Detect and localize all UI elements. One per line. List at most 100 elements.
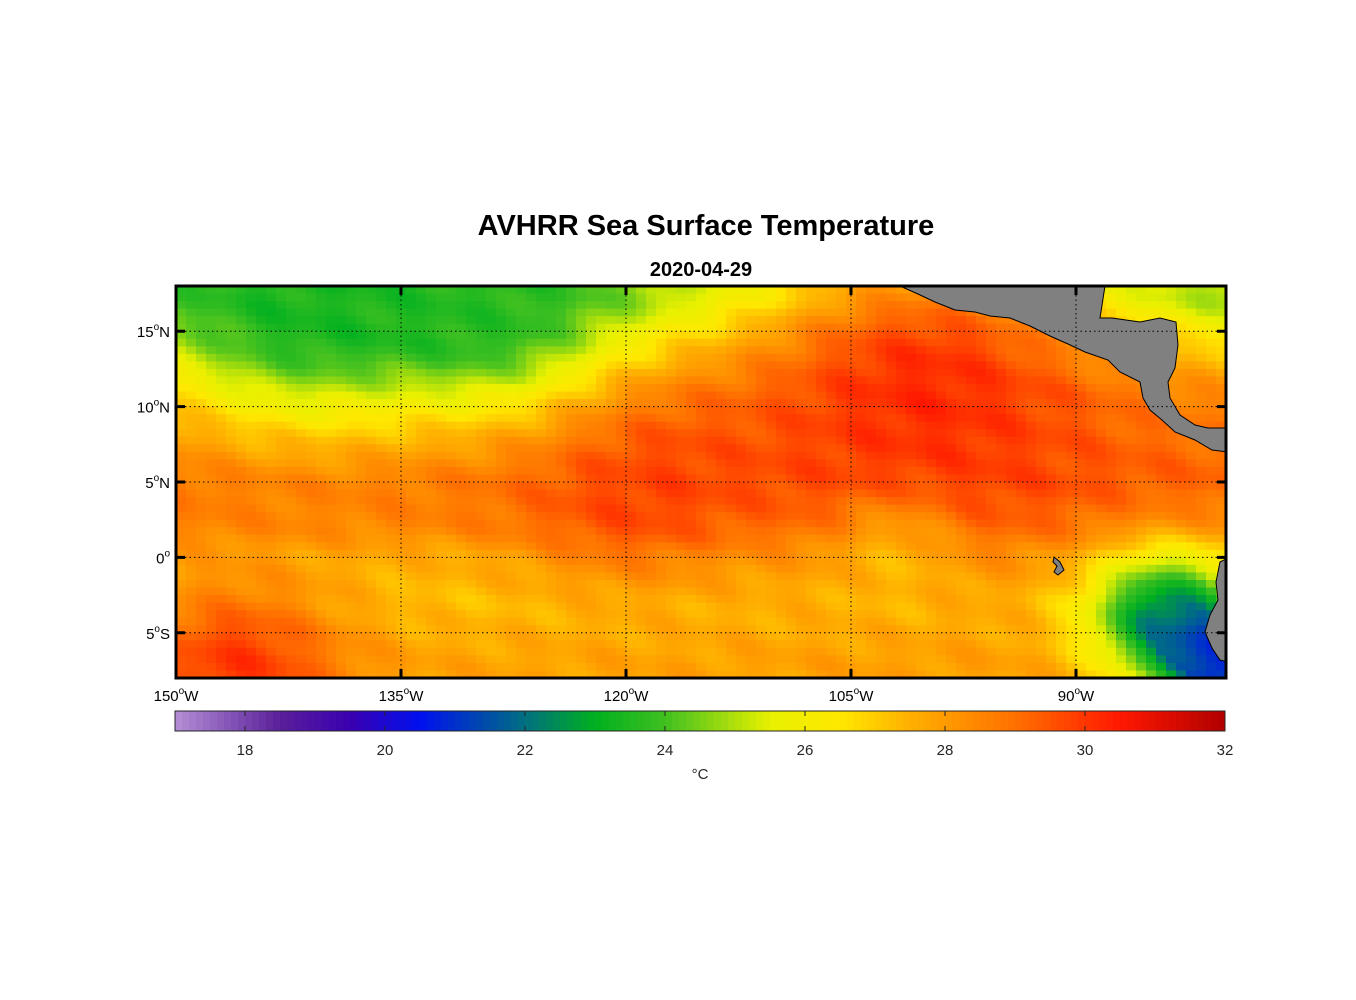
sst-cell: [1206, 482, 1217, 491]
sst-cell: [316, 549, 327, 558]
sst-cell: [486, 625, 497, 634]
sst-cell: [966, 353, 977, 362]
sst-cell: [276, 399, 287, 408]
sst-cell: [686, 316, 697, 325]
sst-cell: [496, 444, 507, 453]
sst-cell: [416, 406, 427, 415]
sst-cell: [266, 617, 277, 626]
sst-cell: [646, 451, 657, 460]
sst-cell: [436, 617, 447, 626]
sst-cell: [766, 436, 777, 445]
sst-cell: [746, 301, 757, 310]
sst-cell: [1126, 587, 1137, 596]
sst-cell: [836, 376, 847, 385]
sst-cell: [866, 316, 877, 325]
sst-cell: [1016, 451, 1027, 460]
sst-cell: [516, 421, 527, 430]
sst-cell: [1006, 489, 1017, 498]
sst-cell: [366, 459, 377, 468]
sst-cell: [956, 557, 967, 566]
sst-cell: [346, 286, 357, 295]
sst-cell: [366, 549, 377, 558]
sst-cell: [906, 580, 917, 589]
sst-cell: [1086, 368, 1097, 378]
sst-cell: [256, 482, 267, 491]
sst-cell: [696, 632, 707, 641]
sst-cell: [916, 497, 927, 506]
sst-cell: [666, 602, 677, 611]
sst-cell: [346, 497, 357, 506]
sst-cell: [776, 301, 787, 310]
sst-cell: [1116, 572, 1127, 581]
chart-title: AVHRR Sea Surface Temperature: [478, 210, 935, 242]
sst-cell: [856, 504, 867, 513]
sst-cell: [966, 482, 977, 491]
sst-cell: [586, 625, 597, 634]
sst-cell: [356, 353, 367, 362]
sst-cell: [486, 399, 497, 408]
sst-cell: [346, 580, 357, 589]
sst-cell: [966, 489, 977, 498]
sst-cell: [1206, 527, 1217, 536]
sst-cell: [546, 512, 557, 521]
sst-cell: [706, 572, 717, 581]
sst-cell: [866, 353, 877, 362]
sst-cell: [1006, 323, 1017, 332]
sst-cell: [936, 625, 947, 634]
sst-cell: [756, 384, 767, 393]
sst-cell: [466, 512, 477, 521]
sst-cell: [966, 595, 977, 604]
sst-cell: [576, 308, 587, 317]
sst-cell: [356, 293, 367, 302]
sst-cell: [1056, 587, 1067, 596]
sst-cell: [516, 580, 527, 589]
sst-cell: [186, 632, 197, 641]
sst-cell: [536, 549, 547, 558]
sst-cell: [1076, 376, 1087, 385]
sst-cell: [226, 640, 237, 649]
sst-cell: [646, 572, 657, 581]
sst-cell: [196, 632, 207, 641]
sst-cell: [646, 602, 657, 611]
sst-cell: [586, 519, 597, 528]
sst-cell: [546, 338, 557, 347]
sst-cell: [786, 504, 797, 513]
sst-cell: [636, 519, 647, 528]
sst-cell: [1146, 557, 1157, 566]
sst-cell: [716, 459, 727, 468]
sst-cell: [686, 595, 697, 604]
sst-cell: [476, 414, 487, 423]
sst-cell: [746, 466, 757, 476]
sst-cell: [1076, 519, 1087, 528]
sst-cell: [466, 466, 477, 476]
sst-cell: [1106, 482, 1117, 491]
sst-cell: [416, 301, 427, 310]
sst-cell: [296, 331, 307, 340]
sst-cell: [266, 489, 277, 498]
sst-cell: [556, 308, 567, 317]
sst-cell: [876, 331, 887, 340]
sst-cell: [636, 286, 647, 295]
sst-cell: [796, 466, 807, 476]
sst-cell: [246, 391, 257, 400]
sst-cell: [536, 436, 547, 445]
sst-cell: [786, 519, 797, 528]
sst-cell: [706, 549, 717, 558]
sst-cell: [916, 346, 927, 355]
sst-cell: [1206, 346, 1217, 355]
sst-cell: [516, 391, 527, 400]
sst-cell: [886, 346, 897, 355]
sst-cell: [1036, 595, 1047, 604]
sst-cell: [216, 466, 227, 476]
sst-cell: [716, 497, 727, 506]
sst-cell: [606, 512, 617, 521]
sst-cell: [686, 436, 697, 445]
sst-cell: [246, 587, 257, 596]
sst-cell: [486, 421, 497, 430]
sst-cell: [996, 557, 1007, 566]
sst-cell: [1046, 572, 1057, 581]
sst-cell: [376, 406, 387, 415]
sst-cell: [876, 346, 887, 355]
sst-cell: [326, 391, 337, 400]
sst-cell: [1036, 512, 1047, 521]
